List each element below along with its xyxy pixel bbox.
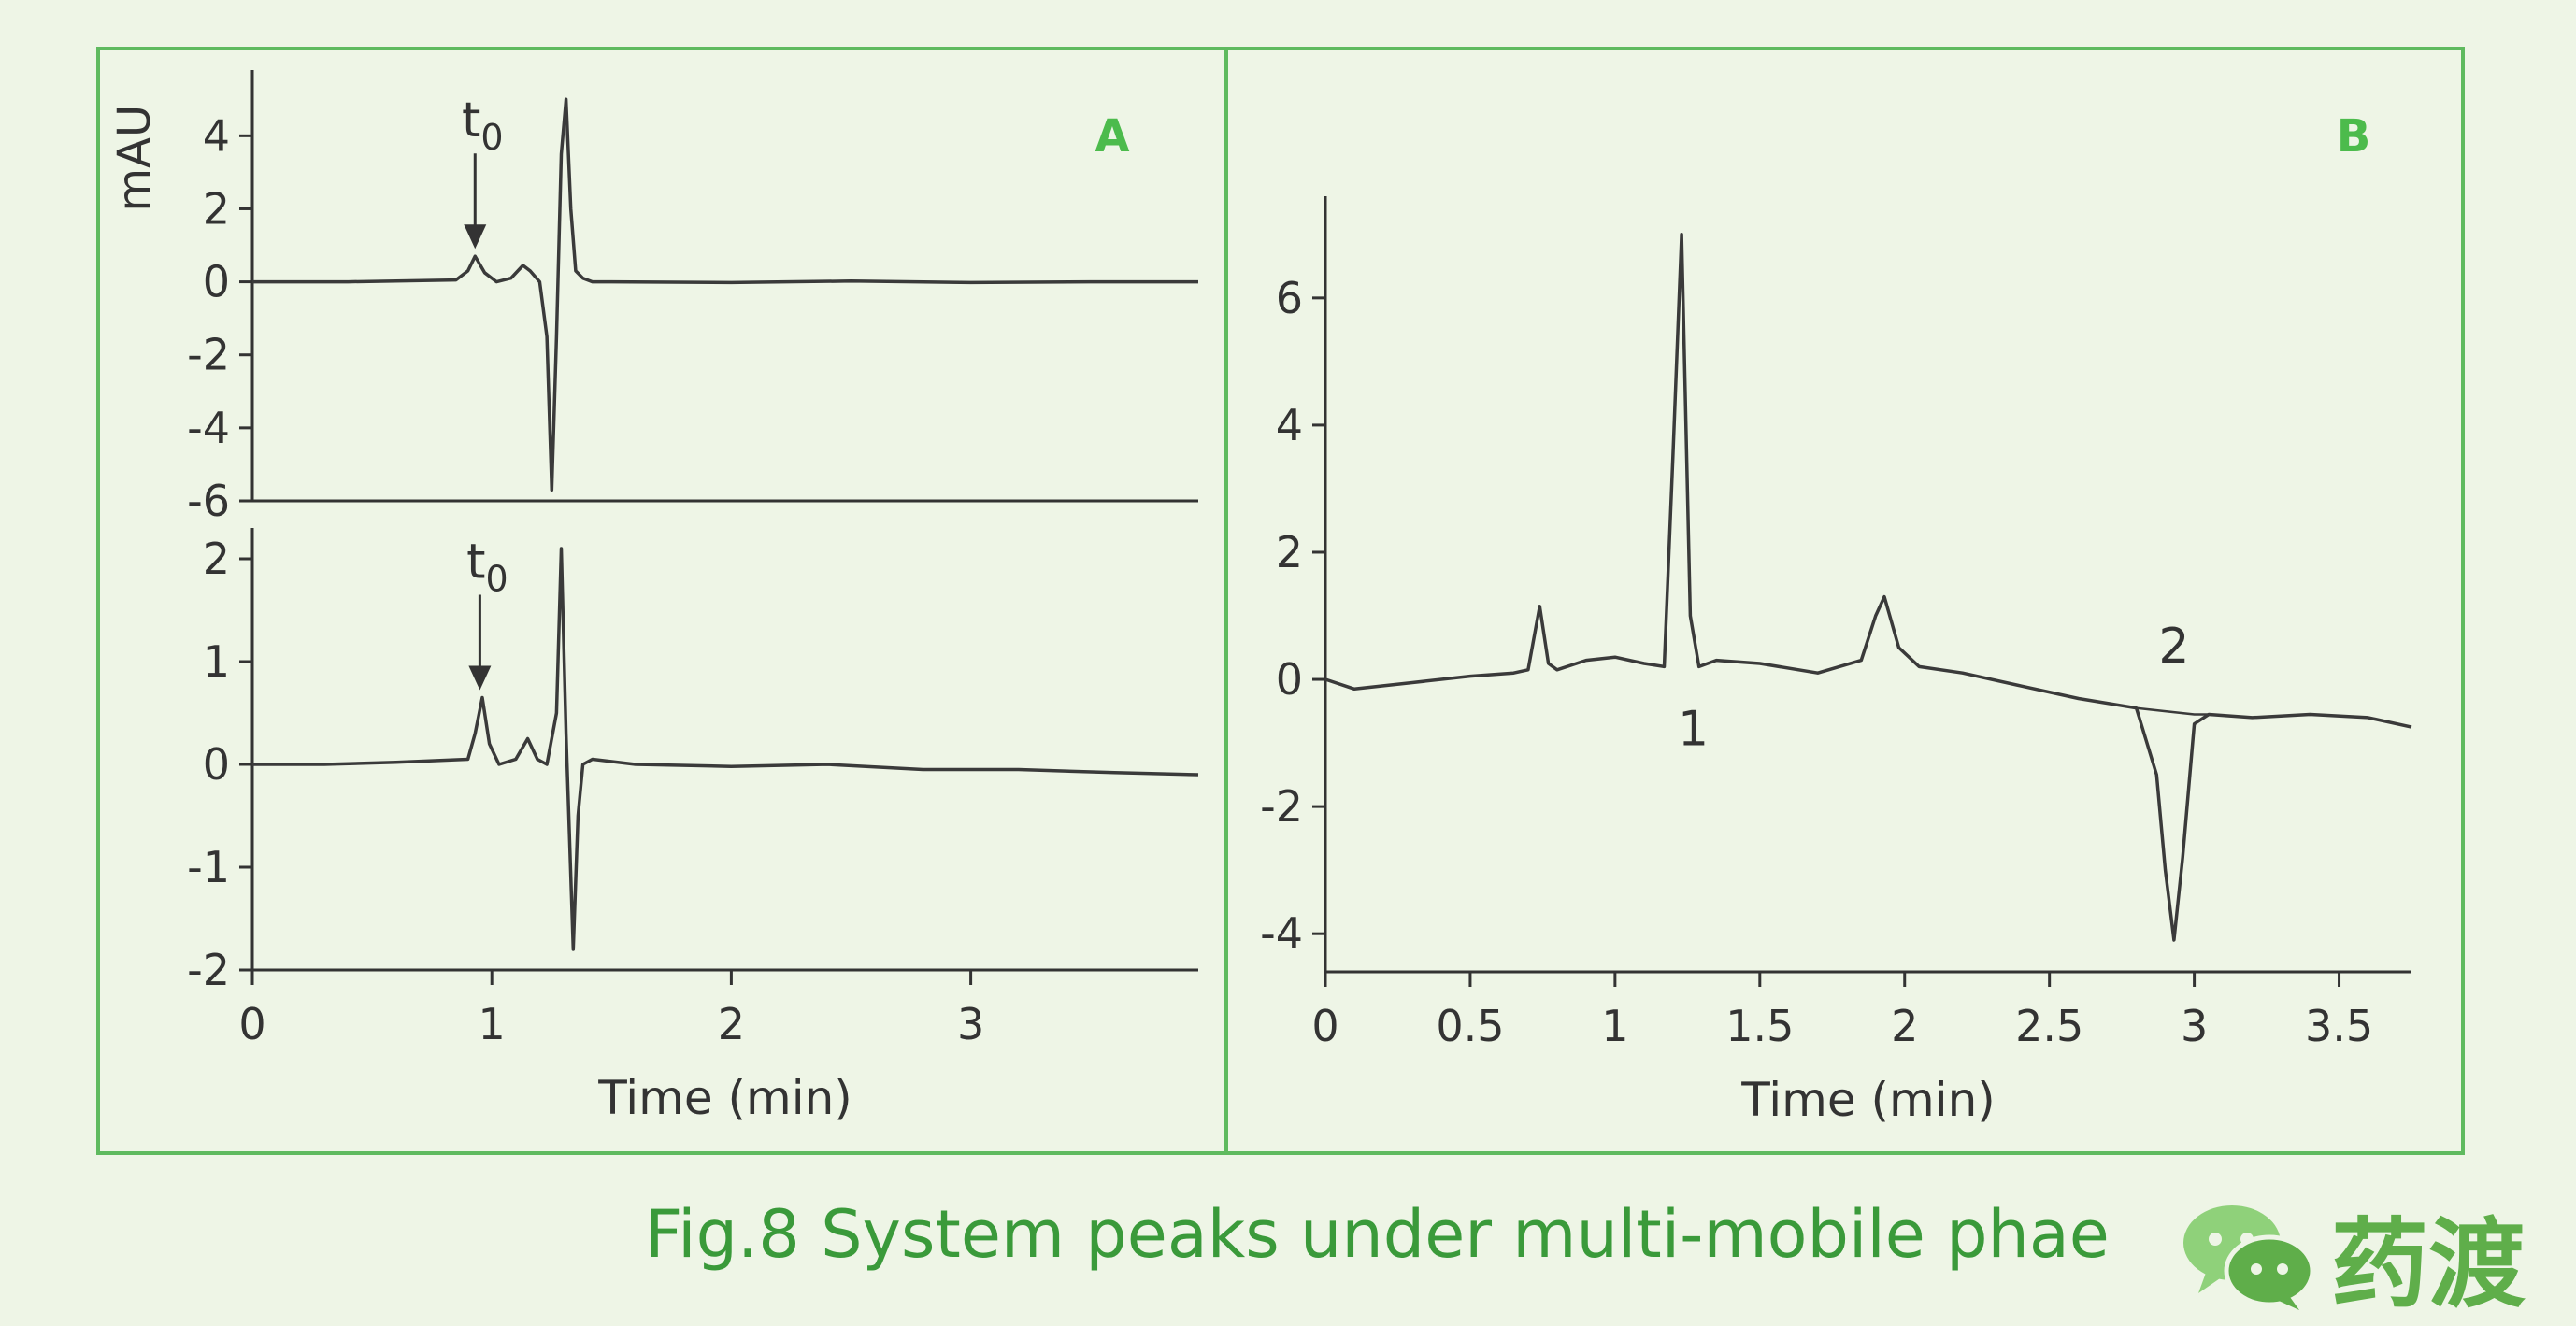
figure-frame — [96, 47, 2465, 1155]
series-line-1 — [252, 97, 1198, 492]
annotation-label-sub: 0 — [480, 117, 503, 158]
y-tick-label: -4 — [1260, 908, 1303, 959]
x-tick-label: 2 — [1891, 1001, 1918, 1051]
y-tick-label: -6 — [187, 476, 230, 526]
annotation-label: t0 — [462, 93, 504, 158]
panel-label-b: B — [2337, 110, 2371, 163]
figure-caption: Fig.8 System peaks under multi-mobile ph… — [645, 1196, 2110, 1273]
y-tick-label: -1 — [187, 842, 230, 892]
brand-name: 药渡 — [2331, 1207, 2526, 1321]
series-line-1 — [1324, 233, 2412, 942]
x-tick-label: 1.5 — [1725, 1001, 1794, 1051]
y-tick-label: 0 — [203, 739, 230, 790]
y-tick-label: 0 — [1276, 654, 1303, 705]
y-axis-title: mAU — [108, 105, 161, 212]
x-axis-title: Time (min) — [597, 1071, 852, 1125]
y-tick-label: -2 — [187, 330, 230, 380]
peak-label: 2 — [2158, 619, 2189, 675]
x-tick-label: 2 — [718, 999, 745, 1049]
annotation-arrowhead — [468, 665, 492, 691]
y-tick-label: -2 — [1260, 781, 1303, 832]
x-tick-label: 1 — [1601, 1001, 1628, 1051]
x-tick-label: 3.5 — [2305, 1001, 2373, 1051]
wechat-icon — [2183, 1205, 2315, 1310]
series-line-1 — [252, 547, 1199, 951]
y-tick-label: 4 — [1276, 400, 1303, 450]
annotation-label-main: t — [466, 535, 485, 591]
y-tick-label: 1 — [203, 636, 230, 687]
annotation-label-main: t — [462, 93, 480, 149]
annotation-label-sub: 0 — [485, 559, 508, 600]
y-tick-label: 0 — [203, 257, 230, 307]
x-axis-title: Time (min) — [1740, 1073, 1996, 1127]
annotation-label: t0 — [466, 535, 508, 600]
y-tick-label: 2 — [203, 183, 230, 234]
y-tick-label: 6 — [1276, 273, 1303, 323]
x-tick-label: 3 — [2181, 1001, 2208, 1051]
x-tick-label: 2.5 — [2015, 1001, 2083, 1051]
series-line-2 — [2136, 706, 2210, 716]
annotation-arrowhead — [464, 224, 487, 250]
y-tick-label: 2 — [1276, 527, 1303, 577]
brand-logo: 药渡 — [2178, 1185, 2526, 1326]
x-tick-label: 0 — [238, 999, 265, 1049]
x-tick-label: 1 — [479, 999, 506, 1049]
x-tick-label: 0 — [1311, 1001, 1338, 1051]
x-tick-label: 3 — [957, 999, 984, 1049]
y-tick-label: -2 — [187, 945, 230, 995]
panel-label-a: A — [1095, 110, 1129, 163]
peak-label: 1 — [1678, 701, 1709, 757]
x-tick-label: 0.5 — [1436, 1001, 1504, 1051]
y-tick-label: 2 — [203, 534, 230, 584]
y-tick-label: -4 — [187, 403, 230, 453]
y-tick-label: 4 — [203, 110, 230, 161]
